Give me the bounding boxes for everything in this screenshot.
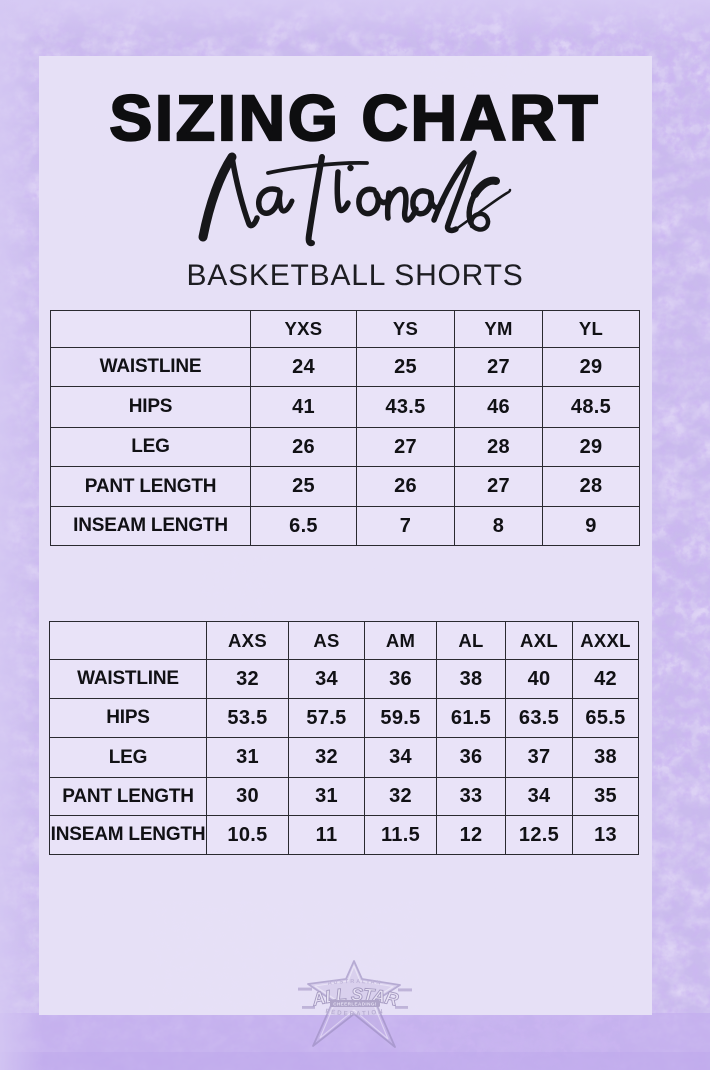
svg-text:FEDERATION: FEDERATION <box>325 1008 385 1018</box>
svg-text:AUSTRALIAN: AUSTRALIAN <box>327 979 382 987</box>
svg-text:CHEERLEADING!: CHEERLEADING! <box>333 1001 377 1006</box>
